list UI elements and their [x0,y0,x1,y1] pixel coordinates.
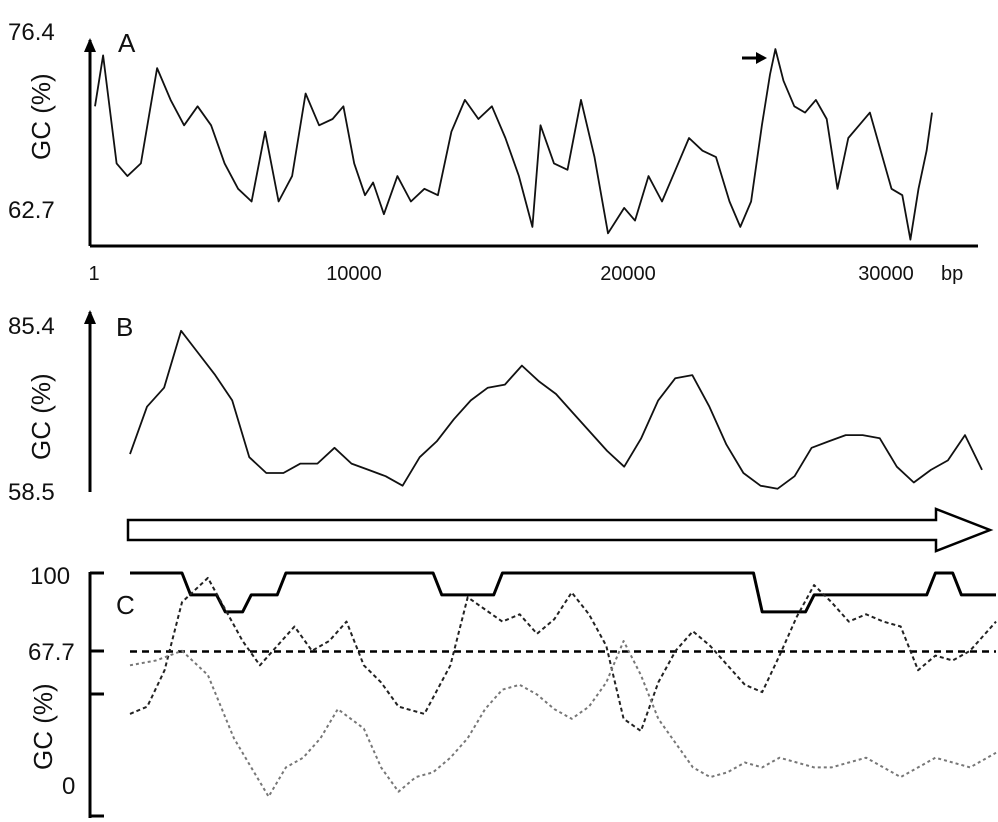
panel-c-plot [129,571,997,798]
panel-a-plot [94,48,933,241]
panel-c: 100 67.7 0 GC (%) C [28,563,997,818]
panel-a-xtick: 30000 [858,263,914,285]
panel-c-ytick-bottom: 0 [62,773,75,800]
panel-c-series-line-1 [130,571,996,614]
panel-a-series-line-1 [94,48,933,241]
panel-c-y-label: GC (%) [28,683,58,770]
panel-b-y-axis-arrowhead [84,310,96,324]
panel-a-y-label: GC (%) [26,73,56,160]
panel-c-letter: C [116,590,135,620]
annotation-arrow-head [756,52,767,64]
panel-b-y-label: GC (%) [26,373,56,460]
panel-b-plot [129,329,983,490]
panel-c-ytick-top: 100 [30,563,70,590]
panel-b-series-line-1 [129,329,983,490]
panel-b-letter: B [116,312,133,342]
panel-a: 76.4 62.7 GC (%) A 1 10000 20000 30000 b… [8,19,978,285]
panel-a-xtick: 20000 [600,263,656,285]
panel-a-ytick-top: 76.4 [8,19,55,46]
panel-a-x-unit: bp [941,263,963,285]
panel-a-xtick: 10000 [326,263,382,285]
panel-a-xtick: 1 [88,263,99,285]
panel-a-y-axis-arrowhead [84,38,96,52]
panel-a-ytick-bottom: 62.7 [8,197,55,224]
sequence-direction-arrow [126,507,994,553]
panel-a-arrow-annotation [742,52,767,64]
panel-a-letter: A [118,28,136,58]
panel-c-series-line-2 [129,576,997,732]
panel-c-ytick-mid: 67.7 [28,639,75,666]
panel-b: 85.4 58.5 GC (%) B [8,310,994,553]
panel-c-series-line-3 [129,640,997,798]
panel-b-ytick-bottom: 58.5 [8,479,55,506]
panel-b-ytick-top: 85.4 [8,313,55,340]
